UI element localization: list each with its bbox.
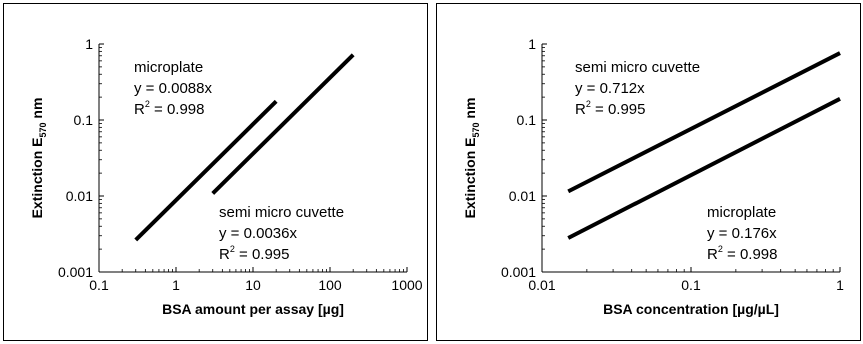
annotation-line: microplate: [134, 59, 203, 76]
annotation-line: microplate: [707, 204, 776, 221]
annotation-line: semi micro cuvette: [575, 59, 700, 76]
y-axis-title: Extinction E570 nm: [462, 98, 481, 219]
x-axis-title: BSA concentration [µg/µL]: [603, 301, 779, 317]
y-tick-label: 0.01: [509, 188, 536, 204]
x-tick-label: 1000: [391, 277, 422, 293]
annotation-r2: R2 = 0.998: [134, 99, 205, 118]
y-axis-title: Extinction E570 nm: [29, 98, 48, 219]
y-tick-label: 1: [85, 36, 93, 52]
x-tick-label: 1: [172, 277, 180, 293]
y-tick-label: 1: [528, 36, 536, 52]
x-tick-label: 1: [836, 277, 844, 293]
annotation-line: y = 0.712x: [575, 80, 645, 97]
x-tick-label: 0.01: [528, 277, 555, 293]
series-line-semi-micro-cuvette: [567, 51, 841, 194]
x-axis-title: BSA amount per assay [µg]: [162, 301, 344, 317]
y-tick-label: 0.1: [517, 112, 537, 128]
chart-panel-amount: 0.1 1 10 100 1000 0.001 0.01 0.1 1 BSA amount per…: [3, 3, 428, 341]
annotation-r2: R2 = 0.995: [575, 99, 646, 118]
annotation-line: y = 0.176x: [707, 225, 777, 242]
annotation-line: y = 0.0088x: [134, 80, 212, 97]
x-tick-label: 0.1: [89, 277, 109, 293]
series-line-microplate: [567, 97, 841, 240]
chart-panel-concentration: 0.01 0.1 1 0.001 0.01 0.1 1 BSA concentration […: [436, 3, 861, 341]
annotation-r2: R2 = 0.998: [707, 244, 778, 263]
y-tick-label: 0.1: [74, 112, 94, 128]
annotation-line: semi micro cuvette: [219, 204, 344, 221]
y-tick-label: 0.001: [58, 264, 93, 280]
x-tick-label: 0.1: [681, 277, 701, 293]
y-tick-label: 0.001: [501, 264, 536, 280]
series-line-microplate: [134, 99, 278, 242]
series-line-semi-micro-cuvette: [211, 53, 355, 195]
x-tick-label: 100: [318, 277, 342, 293]
annotation-line: y = 0.0036x: [219, 225, 297, 242]
x-tick-label: 10: [245, 277, 261, 293]
annotation-r2: R2 = 0.995: [219, 244, 290, 263]
chart-amount-svg: 0.1 1 10 100 1000 0.001 0.01 0.1 1 BSA amount per…: [29, 36, 423, 317]
y-tick-label: 0.01: [66, 188, 93, 204]
